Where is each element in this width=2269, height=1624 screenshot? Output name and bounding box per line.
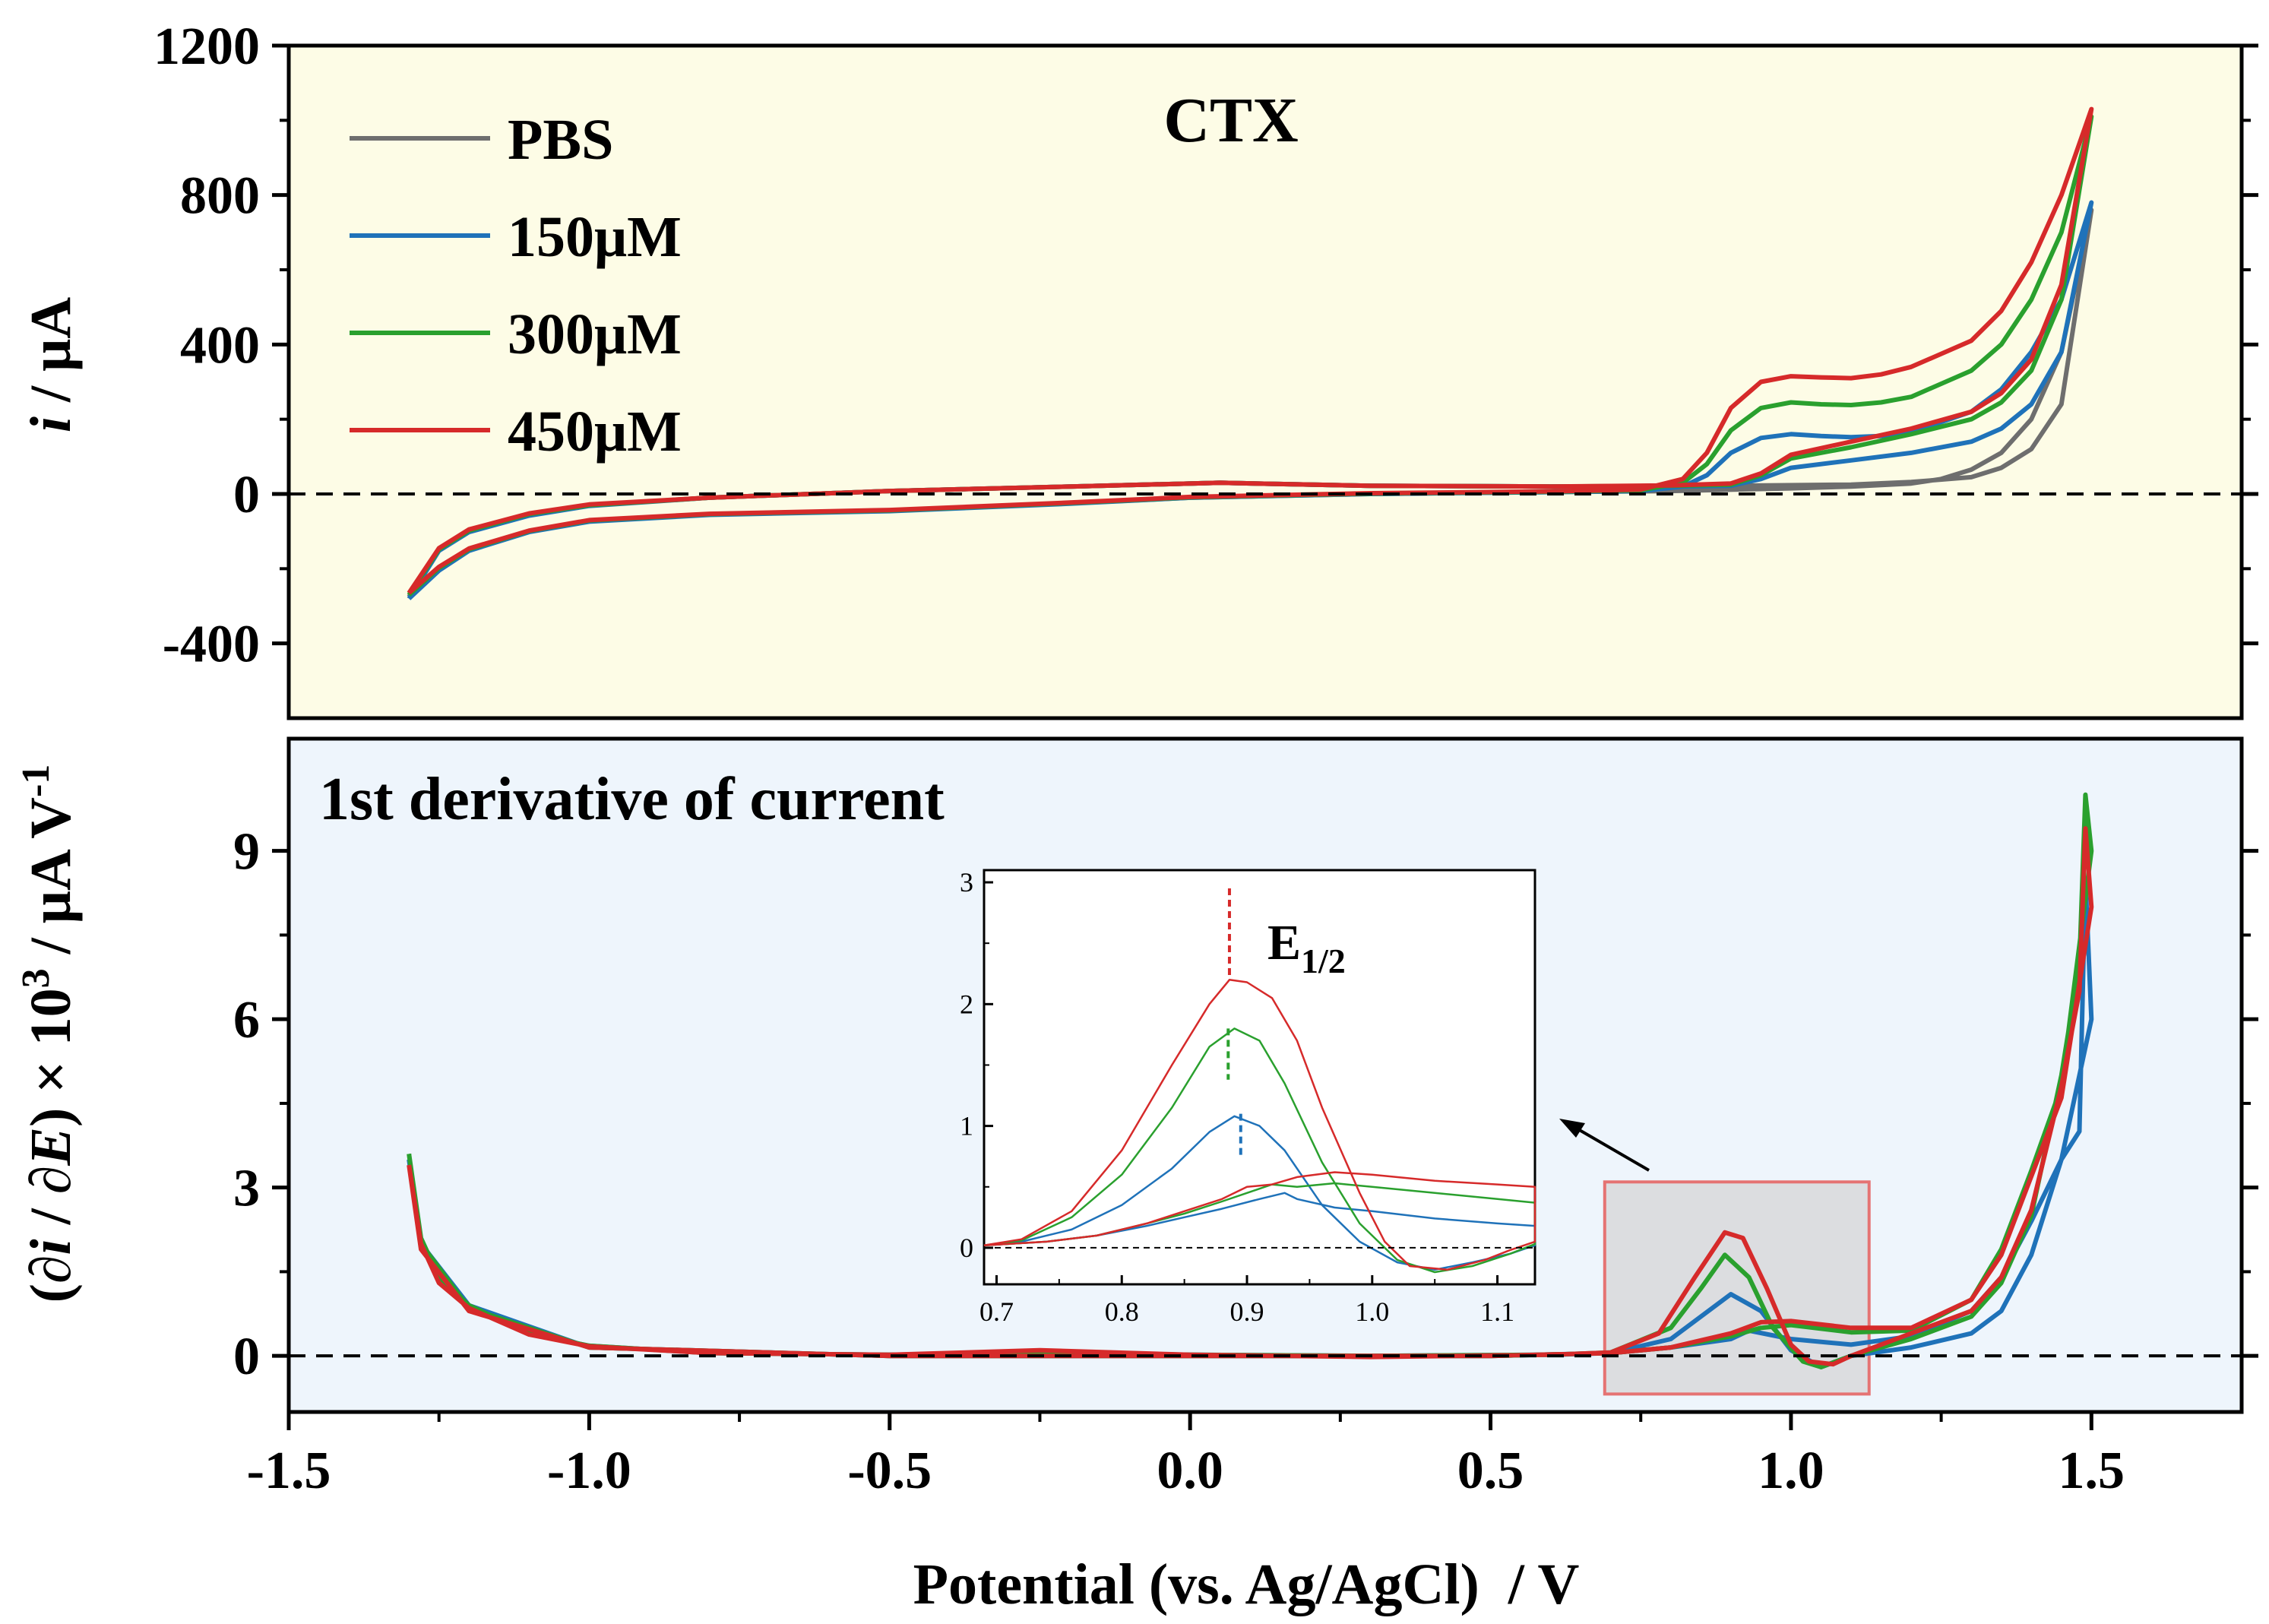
ylabel-times: ) × 10 <box>19 988 83 1127</box>
top-series-group <box>407 106 2094 600</box>
inset-plot: 0.7 0.8 0.9 1.0 1.1 0 1 2 3 E1/2 <box>960 867 1536 1327</box>
ylabel-de: ∂E <box>19 1127 83 1194</box>
inset-x-tick-label: 1.0 <box>1355 1296 1389 1327</box>
e-half-markers <box>1226 888 1242 1157</box>
inset-x-tick-label: 0.9 <box>1230 1296 1264 1327</box>
ylabel-unit-exp: -1 <box>14 765 58 797</box>
top-ytick-label: 800 <box>180 167 260 226</box>
x-tick-label: -1.5 <box>247 1442 331 1500</box>
inset-y-tick-label: 2 <box>960 989 973 1019</box>
top-panel-frame <box>286 43 2244 720</box>
top-y-axis-label-symbol: i <box>19 416 83 432</box>
x-tick-label: 0.5 <box>1457 1442 1524 1500</box>
x-tick-label: 1.0 <box>1758 1442 1824 1500</box>
inset-y-tick-label: 3 <box>960 867 973 897</box>
top-panel-background <box>289 46 2242 718</box>
e-half-label-sub: 1/2 <box>1301 942 1346 980</box>
inset-series-group <box>983 979 1536 1274</box>
x-tick-label: 0.0 <box>1157 1442 1223 1500</box>
top-ytick-label: -400 <box>163 616 260 674</box>
inset-y-tick-label: 1 <box>960 1111 973 1141</box>
bottom-series-group <box>407 792 2094 1369</box>
inset-series-450m <box>983 979 1536 1271</box>
ylabel-unit: / μA V <box>19 797 83 969</box>
ylabel-slash: / <box>19 1194 83 1239</box>
top-ytick-label: 0 <box>233 466 260 524</box>
inset-x-tick-label: 0.7 <box>979 1296 1014 1327</box>
inset-y-tick-label: 0 <box>960 1233 973 1263</box>
inset-background <box>983 869 1536 1286</box>
legend-label-450m: 450μM <box>508 400 682 464</box>
top-y-axis-label-unit: / μA <box>19 297 83 416</box>
highlight-region-box <box>1603 1180 1871 1396</box>
top-series-450m <box>407 106 2094 595</box>
legend: PBS 150μM 300μM 450μM <box>350 108 682 464</box>
inset-x-tick-label: 1.1 <box>1480 1296 1514 1327</box>
bottom-panel: 0 3 6 9 -1.5 -1.0 -0.5 0.0 0.5 1.0 1.5 1st deriva… <box>14 736 2258 1616</box>
ylabel-exp: 3 <box>14 968 58 988</box>
inset-series-300m <box>983 1027 1536 1274</box>
legend-label-300m: 300μM <box>508 302 682 366</box>
bottom-y-axis-label: (∂i / ∂E) × 103 / μA V-1 <box>14 765 84 1303</box>
top-y-axis: -400 0 400 800 1200 <box>153 17 2258 674</box>
ylabel-open: ( <box>19 1284 83 1303</box>
x-tick-label: -1.0 <box>547 1442 631 1500</box>
top-panel: -400 0 400 800 1200 CTX PBS 150μM 300μM 450μM i… <box>19 17 2258 720</box>
x-tick-label: 1.5 <box>2059 1442 2125 1500</box>
bottom-panel-frame <box>286 736 2244 1414</box>
x-axis-label: Potential (vs. Ag/AgCl) / V <box>913 1553 1580 1616</box>
bottom-ytick-label: 6 <box>233 991 260 1049</box>
bottom-ytick-label: 9 <box>233 823 260 882</box>
top-ytick-label: 1200 <box>153 17 260 76</box>
x-tick-label: -0.5 <box>847 1442 932 1500</box>
ylabel-di: ∂i <box>19 1239 83 1284</box>
bottom-y-axis: 0 3 6 9 <box>233 823 2258 1386</box>
top-ytick-label: 400 <box>180 316 260 375</box>
x-axis: -1.5 -1.0 -0.5 0.0 0.5 1.0 1.5 <box>247 1412 2125 1500</box>
legend-label-150m: 150μM <box>508 205 682 269</box>
panel-title-ctx: CTX <box>1163 85 1298 156</box>
inset-arrow <box>1559 1119 1650 1172</box>
bottom-ytick-label: 3 <box>233 1160 260 1218</box>
inset-axes: 0.7 0.8 0.9 1.0 1.1 0 1 2 3 <box>960 867 1514 1327</box>
top-y-axis-label: i / μA <box>19 297 83 432</box>
e-half-label: E1/2 <box>1267 915 1346 980</box>
panel-title-derivative: 1st derivative of current <box>319 766 945 833</box>
bottom-series-450m <box>407 826 2094 1367</box>
inset-x-tick-label: 0.8 <box>1105 1296 1139 1327</box>
legend-label-pbs: PBS <box>508 108 613 172</box>
bottom-ytick-label: 0 <box>233 1328 260 1386</box>
e-half-label-main: E <box>1267 915 1301 970</box>
